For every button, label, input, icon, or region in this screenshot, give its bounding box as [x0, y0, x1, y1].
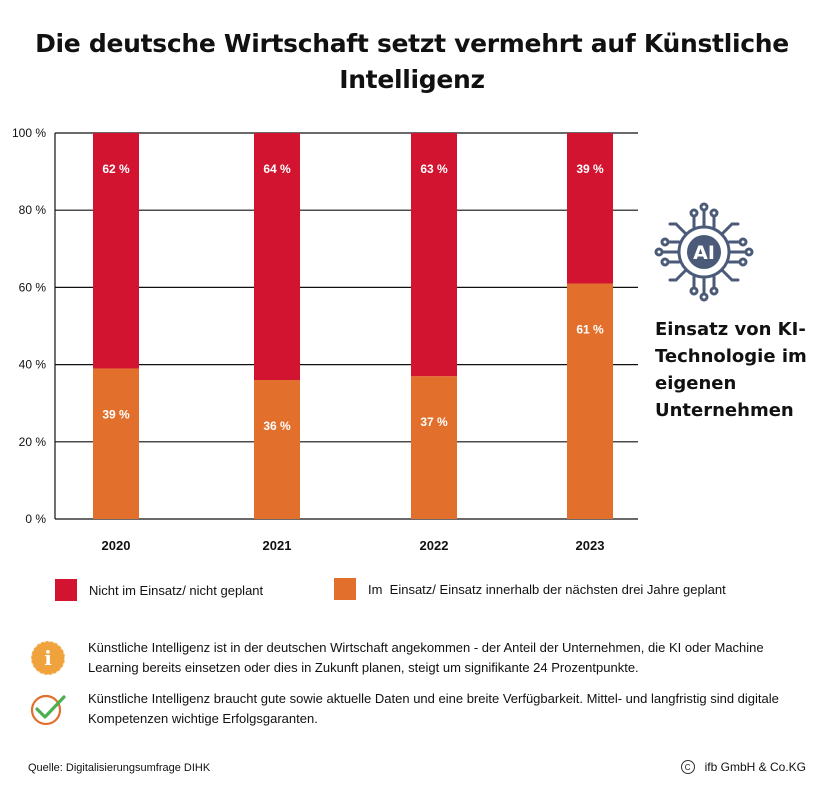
bar-not-used	[411, 133, 457, 377]
ai-icon-text: AI	[693, 242, 715, 264]
bar-used	[567, 283, 613, 519]
side-label: Einsatz von KI-Technologie im eigenen Un…	[655, 319, 807, 421]
legend-item-used: Im Einsatz/ Einsatz innerhalb der nächst…	[334, 578, 726, 600]
bar-used	[254, 380, 300, 519]
bar-not-used	[93, 133, 139, 369]
legend-label-used: Im Einsatz/ Einsatz innerhalb der nächst…	[368, 581, 726, 597]
y-tick-label: 40 %	[19, 358, 47, 372]
info-text: Künstliche Intelligenz ist in der deutsc…	[88, 640, 764, 675]
x-tick-label: 2020	[102, 538, 131, 553]
y-tick-label: 0 %	[25, 512, 46, 526]
check-text: Künstliche Intelligenz braucht gute sowi…	[88, 691, 779, 726]
legend-item-not-used: Nicht im Einsatz/ nicht geplant	[55, 579, 263, 601]
check-note: Künstliche Intelligenz braucht gute sowi…	[28, 689, 808, 729]
bar-not-used	[567, 133, 613, 284]
y-tick-label: 80 %	[19, 203, 47, 217]
data-label-used: 36 %	[263, 419, 291, 433]
copyright-text: ifb GmbH & Co.KG	[704, 760, 806, 774]
data-label-used: 61 %	[576, 323, 604, 337]
bar-used	[93, 368, 139, 519]
data-label-not-used: 39 %	[576, 162, 604, 176]
x-tick-label: 2023	[576, 538, 605, 553]
bar-not-used	[254, 133, 300, 381]
bar-used	[411, 376, 457, 519]
info-icon-glyph: i	[44, 646, 52, 670]
data-label-used: 39 %	[102, 407, 130, 421]
x-tick-label: 2021	[263, 538, 292, 553]
y-tick-label: 20 %	[19, 435, 47, 449]
info-icon: i	[30, 640, 66, 676]
data-label-used: 37 %	[420, 415, 448, 429]
stacked-bar-chart: 0 % 20 % 40 % 60 % 80 % 100 % 62 % 39 % 2020 64 %…	[12, 126, 638, 553]
chart-title: Die deutsche Wirtschaft setzt vermehrt a…	[35, 29, 789, 94]
x-tick-label: 2022	[420, 538, 449, 553]
y-tick-label: 100 %	[12, 126, 46, 140]
data-label-not-used: 64 %	[263, 162, 291, 176]
y-tick-label: 60 %	[19, 280, 47, 294]
legend-swatch-red	[55, 579, 77, 601]
data-label-not-used: 62 %	[102, 162, 130, 176]
data-label-not-used: 63 %	[420, 162, 448, 176]
check-icon	[30, 694, 66, 726]
legend-label-not-used: Nicht im Einsatz/ nicht geplant	[89, 582, 264, 598]
legend-swatch-orange	[334, 578, 356, 600]
info-note: i Künstliche Intelligenz ist in der deut…	[28, 638, 808, 678]
ai-chip-icon: AI	[654, 202, 754, 302]
copyright-note: C ifb GmbH & Co.KG	[680, 760, 806, 774]
copyright-icon: C	[680, 760, 695, 774]
source-note: Quelle: Digitalisierungsumfrage DIHK	[28, 762, 211, 774]
